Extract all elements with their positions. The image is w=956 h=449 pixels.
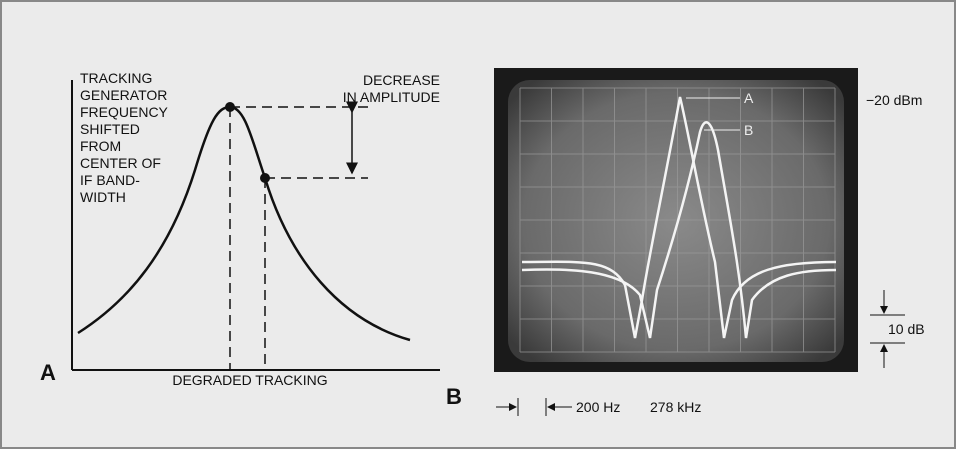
traces <box>521 96 837 339</box>
panel-label: A <box>40 360 56 385</box>
center-label: 278 kHz <box>650 399 701 415</box>
shifted-dot <box>260 173 270 183</box>
note-line: FREQUENCY <box>80 104 169 120</box>
panel-b: A B −20 dBm 10 dB 200 Hz 278 kHz B <box>446 68 925 416</box>
trace-b <box>521 121 837 339</box>
trace-label: A <box>744 90 754 106</box>
trace-a <box>521 96 837 339</box>
note-line: GENERATOR <box>80 87 167 103</box>
note-line: FROM <box>80 138 121 154</box>
panel-label: B <box>446 384 462 409</box>
caption: DEGRADED TRACKING <box>172 372 327 388</box>
peak-dot <box>225 102 235 112</box>
decrease-line: IN AMPLITUDE <box>343 89 440 105</box>
panel-a: DEGRADED TRACKING A TRACKINGGENERATORFRE… <box>40 70 440 388</box>
scale-label: 10 dB <box>888 321 925 337</box>
note-line: WIDTH <box>80 189 126 205</box>
guides <box>229 106 368 370</box>
decrease-line: DECREASE <box>363 72 440 88</box>
note-line: CENTER OF <box>80 155 161 171</box>
span-label: 200 Hz <box>576 399 620 415</box>
reference-level: −20 dBm <box>866 92 922 108</box>
note-line: TRACKING <box>80 70 152 86</box>
graticule <box>519 87 836 353</box>
note-line: SHIFTED <box>80 121 140 137</box>
trace-label: B <box>744 122 753 138</box>
note-line: IF BAND- <box>80 172 140 188</box>
